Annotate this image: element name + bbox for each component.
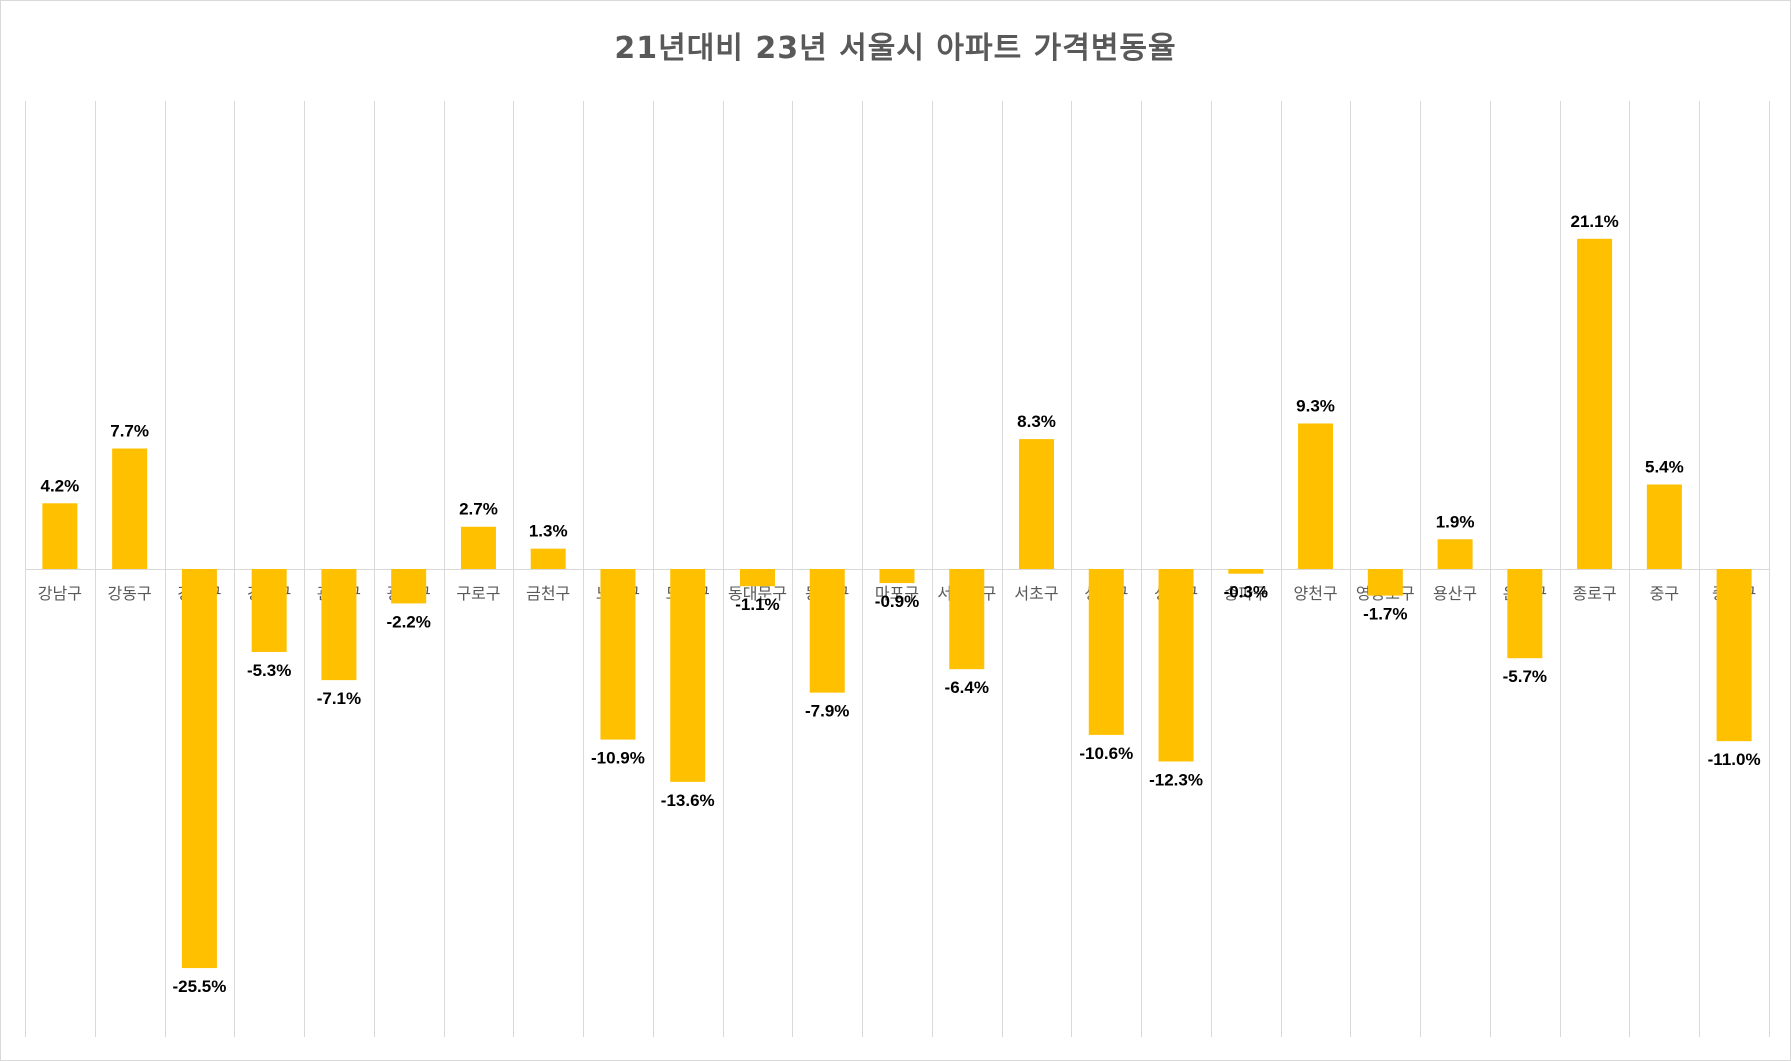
x-tick-label: 구로구 [456, 584, 500, 603]
data-label: -5.7% [1503, 667, 1547, 686]
bar [1367, 569, 1403, 596]
bar [600, 569, 636, 740]
bar [879, 569, 915, 584]
data-label: -0.3% [1224, 583, 1268, 602]
x-tick-label: 동대문구 [728, 584, 787, 603]
bar [530, 548, 566, 569]
x-tick-label: 금천구 [526, 584, 570, 603]
x-tick-label: 강남구 [38, 584, 82, 603]
bar [739, 569, 775, 587]
data-label: 7.7% [110, 421, 149, 440]
x-tick-label: 종로구 [1573, 584, 1617, 603]
data-label: -13.6% [661, 791, 715, 810]
x-tick-label: 송파구 [1224, 584, 1268, 603]
data-label: -10.9% [591, 749, 645, 768]
x-tick-label: 강동구 [108, 584, 152, 603]
bar [1507, 569, 1543, 659]
bar [1228, 569, 1264, 574]
bar [949, 569, 985, 670]
data-label: -5.3% [247, 661, 291, 680]
data-label: -1.7% [1363, 605, 1407, 624]
data-label: -7.1% [317, 689, 361, 708]
bar [809, 569, 845, 693]
data-label: 4.2% [41, 476, 80, 495]
data-label: -2.2% [386, 612, 430, 631]
chart-title: 21년대비 23년 서울시 아파트 가격변동율 [614, 31, 1177, 66]
bar [1577, 238, 1613, 569]
bar [1019, 439, 1055, 569]
data-label: -11.0% [1708, 750, 1761, 769]
bar [1158, 569, 1194, 762]
bar [670, 569, 706, 782]
data-label: 21.1% [1570, 212, 1618, 231]
bar [42, 503, 78, 569]
data-label: -10.6% [1079, 744, 1133, 763]
bar [1646, 484, 1682, 569]
data-label: -1.1% [735, 595, 779, 614]
x-tick-label: 양천구 [1293, 584, 1337, 603]
data-label: 9.3% [1296, 396, 1335, 415]
data-label: 8.3% [1017, 412, 1056, 431]
bar [460, 526, 496, 569]
data-label: 2.7% [459, 500, 498, 519]
data-label: -12.3% [1149, 770, 1203, 789]
x-tick-label: 마포구 [875, 584, 919, 603]
bar [112, 448, 148, 569]
data-label: 1.3% [529, 522, 568, 541]
data-label: -0.9% [875, 592, 919, 611]
bar [1437, 539, 1473, 569]
data-label: -6.4% [945, 678, 989, 697]
bar [1298, 423, 1334, 569]
x-tick-label: 중구 [1650, 584, 1679, 603]
bar [181, 569, 217, 969]
data-label: 5.4% [1645, 457, 1684, 476]
bar [251, 569, 287, 652]
data-label: 1.9% [1436, 512, 1475, 531]
x-tick-label: 서초구 [1014, 584, 1058, 603]
bar [1088, 569, 1124, 735]
bar [391, 569, 427, 604]
data-label: -7.9% [805, 702, 849, 721]
bar [1716, 569, 1752, 742]
x-tick-label: 용산구 [1433, 584, 1477, 603]
data-label: -25.5% [172, 977, 226, 996]
bar [321, 569, 357, 681]
